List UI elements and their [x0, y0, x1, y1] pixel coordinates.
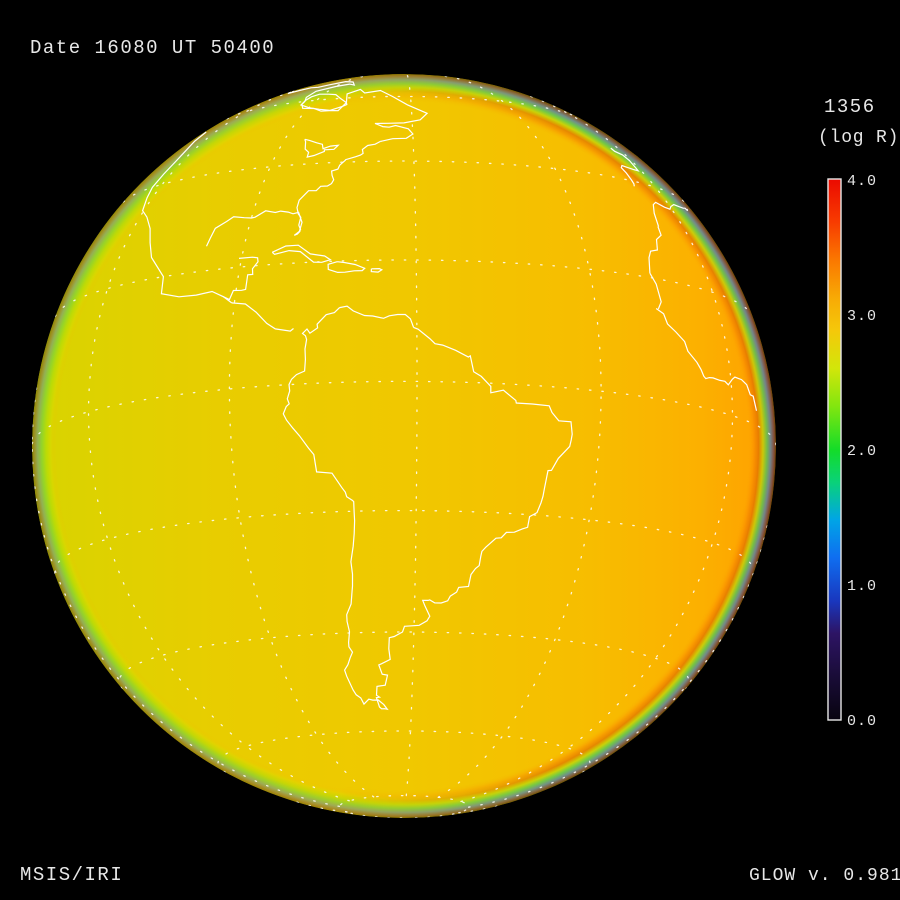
svg-text:1.0: 1.0	[847, 578, 877, 595]
svg-text:2.0: 2.0	[847, 443, 877, 460]
svg-text:Date 16080 UT 50400: Date 16080 UT 50400	[30, 37, 275, 59]
svg-text:GLOW v. 0.981: GLOW v. 0.981	[749, 866, 900, 886]
svg-text:3.0: 3.0	[847, 308, 877, 325]
svg-text:(log R): (log R)	[818, 128, 899, 148]
svg-text:4.0: 4.0	[847, 173, 877, 190]
svg-text:0.0: 0.0	[847, 713, 877, 730]
svg-text:MSIS/IRI: MSIS/IRI	[20, 864, 123, 886]
svg-text:1356: 1356	[824, 96, 876, 118]
